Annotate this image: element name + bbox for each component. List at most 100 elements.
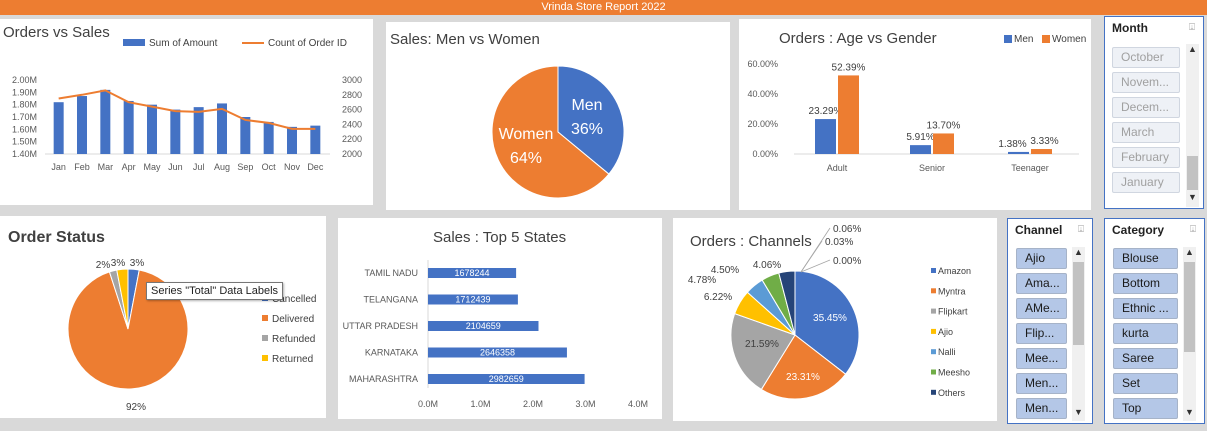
- sales-bar-jul[interactable]: [193, 107, 204, 154]
- sales-bar-jan[interactable]: [53, 102, 64, 154]
- age-vs-gender-title: Orders : Age vs Gender: [779, 30, 937, 47]
- channel-scrollbar[interactable]: ▲ ▼: [1072, 247, 1085, 421]
- sales-bar-dec[interactable]: [310, 125, 321, 154]
- state-bar-maharashtra[interactable]: [428, 374, 585, 384]
- month-item-novem[interactable]: Novem...: [1112, 72, 1180, 93]
- category-scrollbar[interactable]: ▲ ▼: [1183, 247, 1196, 421]
- month-item-decem[interactable]: Decem...: [1112, 97, 1180, 118]
- women-bar-teenager[interactable]: [1031, 149, 1052, 154]
- top-states-panel[interactable]: Sales : Top 5 States 1678244 TAMIL NADU 17…: [338, 218, 662, 419]
- y-left-tick: 1.40M: [12, 149, 37, 159]
- y-left-tick: 1.80M: [12, 100, 37, 110]
- women-bar-senior[interactable]: [933, 133, 954, 154]
- sales-bar-mar[interactable]: [100, 89, 111, 154]
- channel-slice-amazon[interactable]: [794, 270, 860, 375]
- status-slice-returned[interactable]: [116, 268, 129, 330]
- scroll-down-icon[interactable]: ▼: [1188, 192, 1197, 202]
- men-vs-women-panel[interactable]: Sales: Men vs Women Men 36% Women 64%: [386, 22, 730, 210]
- clear-filter-icon[interactable]: ⍗: [1190, 224, 1196, 235]
- channel-slicer[interactable]: Channel ⍗ Ajio Ama... AMe... Flip... Mee... M…: [1007, 218, 1093, 424]
- category-item-set[interactable]: Set: [1113, 373, 1178, 394]
- channel-slice-flipkart[interactable]: [730, 312, 796, 391]
- women-pct: 64%: [510, 150, 542, 167]
- women-label: Women: [499, 126, 554, 143]
- scroll-up-icon[interactable]: ▲: [1074, 247, 1083, 257]
- legend-text-refunded: Refunded: [272, 334, 315, 345]
- channel-item-ajio[interactable]: Ajio: [1016, 248, 1067, 269]
- women-bar-adult[interactable]: [838, 75, 859, 154]
- scrollbar-thumb[interactable]: [1187, 156, 1198, 190]
- category-slicer[interactable]: Category ⍗ Blouse Bottom Ethnic ... kurta Sa…: [1104, 218, 1205, 424]
- category-item-ethnic[interactable]: Ethnic ...: [1113, 298, 1178, 319]
- scroll-down-icon[interactable]: ▼: [1185, 407, 1194, 417]
- y-right-tick: 2400: [342, 119, 362, 129]
- channel-item-mee[interactable]: Mee...: [1016, 348, 1067, 369]
- state-bar-telangana[interactable]: [428, 294, 518, 305]
- channel-item-ame[interactable]: AMe...: [1016, 298, 1067, 319]
- category-item-top[interactable]: Top: [1113, 398, 1178, 419]
- channel-item-men[interactable]: Men...: [1016, 373, 1067, 394]
- x-label-jun: Jun: [168, 162, 183, 172]
- channel-item-flip[interactable]: Flip...: [1016, 323, 1067, 344]
- sales-bar-aug[interactable]: [217, 103, 227, 154]
- channel-slice-others[interactable]: [778, 270, 796, 336]
- tooltip-text: Series "Total" Data Labels: [151, 285, 279, 297]
- category-slicer-title: Category: [1112, 223, 1165, 237]
- channel-item-men[interactable]: Men...: [1016, 398, 1067, 419]
- channel-label-amazon: 35.45%: [813, 313, 847, 324]
- orders-vs-sales-panel[interactable]: Orders vs Sales Sum of Amount Count of O…: [0, 19, 373, 205]
- scrollbar-thumb[interactable]: [1073, 262, 1084, 345]
- legend-bar-swatch: [123, 39, 145, 46]
- age-vs-gender-chart: Men Women 60.00% 40.00% 20.00% 0.00% 23.29%…: [747, 34, 1086, 173]
- legend-swatch-meesho: [931, 369, 936, 375]
- x-label-teenager: Teenager: [1011, 163, 1049, 173]
- category-item-blouse[interactable]: Blouse: [1113, 248, 1178, 269]
- age-vs-gender-panel[interactable]: Orders : Age vs Gender Men Women 60.00% 4…: [739, 19, 1091, 210]
- sales-bar-feb[interactable]: [77, 96, 87, 154]
- state-bar-karnataka[interactable]: [428, 347, 567, 358]
- x-tick: 0.0M: [418, 399, 438, 409]
- scroll-up-icon[interactable]: ▲: [1185, 247, 1194, 257]
- category-item-saree[interactable]: Saree: [1113, 348, 1178, 369]
- y-left-tick: 1.60M: [12, 124, 37, 134]
- men-bar-adult[interactable]: [815, 119, 836, 154]
- state-bar-tamil-nadu[interactable]: [428, 268, 517, 278]
- state-bar-uttar-pradesh[interactable]: [428, 321, 539, 331]
- scrollbar-thumb[interactable]: [1184, 262, 1195, 352]
- sales-bar-oct[interactable]: [263, 121, 274, 154]
- channels-panel[interactable]: Orders : Channels 35.45% 23.31% 21.59% 6.22…: [673, 218, 997, 421]
- x-label-oct: Oct: [262, 162, 277, 172]
- channels-chart: 35.45% 23.31% 21.59% 6.22% 4.78%4.50% 4.06% 0.…: [688, 224, 971, 400]
- clear-filter-icon[interactable]: ⍗: [1189, 22, 1195, 33]
- sales-bar-may[interactable]: [147, 104, 157, 154]
- sales-bar-sep[interactable]: [240, 117, 251, 154]
- state-label-telangana: TELANGANA: [363, 295, 418, 305]
- gender-slice-women[interactable]: [491, 65, 610, 199]
- clear-filter-icon[interactable]: ⍗: [1078, 224, 1084, 235]
- order-status-panel[interactable]: Order Status 92% 2% 3% 3% Cancelled Deliv…: [0, 216, 326, 418]
- month-item-february[interactable]: February: [1112, 147, 1180, 168]
- report-title: Vrinda Store Report 2022: [541, 1, 666, 13]
- sales-bar-jun[interactable]: [170, 109, 181, 154]
- channel-item-ama[interactable]: Ama...: [1016, 273, 1067, 294]
- men-bar-senior[interactable]: [910, 145, 931, 154]
- y-right-tick: 3000: [342, 75, 362, 85]
- gender-slice-men[interactable]: [557, 65, 625, 175]
- sales-bar-nov[interactable]: [287, 126, 297, 154]
- month-scrollbar[interactable]: ▲ ▼: [1186, 44, 1199, 207]
- sales-bar-apr[interactable]: [123, 100, 134, 154]
- scroll-up-icon[interactable]: ▲: [1188, 44, 1197, 54]
- channel-slice-myntra[interactable]: [760, 334, 847, 400]
- month-item-march[interactable]: March: [1112, 122, 1180, 143]
- month-item-october[interactable]: October: [1112, 47, 1180, 68]
- men-bar-teenager[interactable]: [1008, 151, 1029, 154]
- category-item-bottom[interactable]: Bottom: [1113, 273, 1178, 294]
- y-left-tick: 1.70M: [12, 112, 37, 122]
- y-left-tick: 1.90M: [12, 87, 37, 97]
- month-item-january[interactable]: January: [1112, 172, 1180, 193]
- legend-text-delivered: Delivered: [272, 314, 314, 325]
- category-item-kurta[interactable]: kurta: [1113, 323, 1178, 344]
- scroll-down-icon[interactable]: ▼: [1074, 407, 1083, 417]
- month-slicer[interactable]: Month ⍗ October Novem... Decem... March Febr…: [1104, 16, 1204, 209]
- women-label-teenager: 3.33%: [1030, 136, 1058, 147]
